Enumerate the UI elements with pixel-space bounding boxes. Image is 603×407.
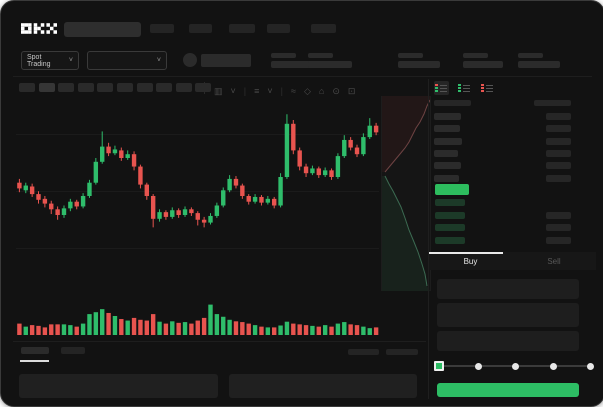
search-input[interactable] (64, 22, 141, 37)
ask-amount[interactable] (546, 125, 571, 133)
buy-submit-button[interactable] (437, 383, 579, 397)
book-buys-only-icon[interactable] (457, 81, 472, 95)
bid-row[interactable] (435, 224, 465, 231)
active-tab-underline (20, 360, 49, 362)
bid-row[interactable] (435, 211, 465, 219)
indicators-icon[interactable]: ≡ (254, 86, 260, 96)
ask-amount[interactable] (546, 162, 571, 170)
chevron-down-icon[interactable]: ˅ (267, 86, 273, 96)
book-sells-only-icon[interactable] (480, 81, 495, 95)
interval-button[interactable] (77, 83, 94, 92)
ask-amount[interactable] (546, 113, 571, 120)
slider-stop[interactable] (512, 362, 519, 370)
bid-amount[interactable] (546, 211, 571, 219)
book-combined-icon[interactable] (434, 81, 449, 95)
ask-row[interactable] (434, 162, 461, 170)
slider-stop[interactable] (587, 362, 594, 370)
nav-item[interactable] (189, 24, 212, 33)
nav-item[interactable] (311, 24, 336, 33)
interval-button[interactable] (19, 83, 35, 92)
interval-button[interactable] (195, 83, 212, 92)
ask-row[interactable] (434, 174, 459, 182)
buy-tab-indicator (429, 252, 503, 254)
bid-row[interactable] (435, 236, 465, 244)
slider-stops (434, 361, 594, 371)
price-input[interactable] (437, 279, 579, 299)
interval-button[interactable] (136, 83, 153, 92)
candle-type-icon[interactable]: ▥ (214, 86, 223, 96)
slider-stop[interactable] (549, 362, 557, 370)
okx-logo (21, 21, 57, 39)
bid-amount[interactable] (546, 224, 571, 231)
buy-sell-tabbar: Buy Sell (429, 252, 596, 270)
line-tool-icon[interactable]: ≈ (291, 86, 296, 96)
interval-button[interactable] (58, 83, 75, 92)
fullscreen-icon[interactable]: ⊡ (347, 86, 356, 96)
bottom-panel-placeholder (19, 374, 218, 398)
ask-amount[interactable] (546, 149, 571, 157)
coin-icon (183, 53, 197, 67)
interval-button[interactable] (175, 83, 192, 92)
bottom-tab[interactable] (61, 347, 85, 354)
bid-row[interactable] (435, 199, 465, 206)
nav-item[interactable] (267, 24, 290, 33)
nav-item[interactable] (150, 24, 174, 33)
ask-row[interactable] (434, 137, 462, 145)
volume-chart (16, 296, 379, 338)
chevron-down-icon[interactable]: ˅ (230, 86, 236, 96)
chevron-down-icon: ˅ (156, 57, 161, 64)
amount-input[interactable] (437, 303, 579, 327)
pair-name-placeholder (201, 54, 251, 67)
interval-button[interactable] (97, 83, 114, 92)
slider-stop[interactable] (474, 362, 482, 370)
ask-amount[interactable] (546, 137, 571, 145)
chevron-down-icon: ˅ (68, 57, 73, 64)
orderbook-price-header (434, 100, 471, 106)
bottom-tab-active[interactable] (21, 347, 49, 354)
pair-dropdown[interactable]: ˅ (87, 51, 167, 70)
candlestick-chart[interactable] (16, 101, 379, 291)
market-type-label: Spot Trading (27, 53, 51, 68)
chart-toolbar: ▥ ˅ | ≡ ˅ | ≈ ◇ ⌂ ⊙ ⊡ (210, 81, 359, 96)
interval-button[interactable] (38, 83, 55, 92)
slider-handle[interactable] (434, 361, 444, 371)
orderbook-view-toggles (434, 81, 503, 95)
interval-button[interactable] (117, 83, 133, 92)
bid-amount[interactable] (546, 236, 571, 244)
depth-chart (381, 96, 431, 291)
interval-button[interactable] (156, 83, 173, 92)
ask-row[interactable] (434, 125, 460, 133)
tab-sell[interactable]: Sell (547, 257, 561, 266)
nav-item[interactable] (229, 24, 255, 33)
last-price-tag[interactable] (435, 184, 469, 195)
amount-slider[interactable] (434, 361, 594, 371)
settings-icon[interactable]: ⊙ (332, 86, 340, 96)
orderbook-amount-header (534, 100, 571, 106)
ask-row[interactable] (434, 113, 461, 120)
divider: | (243, 86, 247, 96)
brush-icon[interactable]: ◇ (303, 86, 311, 96)
chart-footer-button[interactable] (348, 349, 379, 355)
ask-amount[interactable] (546, 174, 571, 182)
ask-row[interactable] (434, 149, 458, 157)
divider: | (280, 86, 283, 96)
bottom-panel-placeholder (229, 374, 417, 398)
camera-icon[interactable]: ⌂ (318, 86, 325, 96)
tab-buy[interactable]: Buy (463, 257, 478, 266)
chart-footer-button[interactable] (386, 349, 418, 355)
total-input[interactable] (437, 331, 579, 351)
market-type-dropdown[interactable]: Spot Trading ˅ (21, 51, 79, 70)
